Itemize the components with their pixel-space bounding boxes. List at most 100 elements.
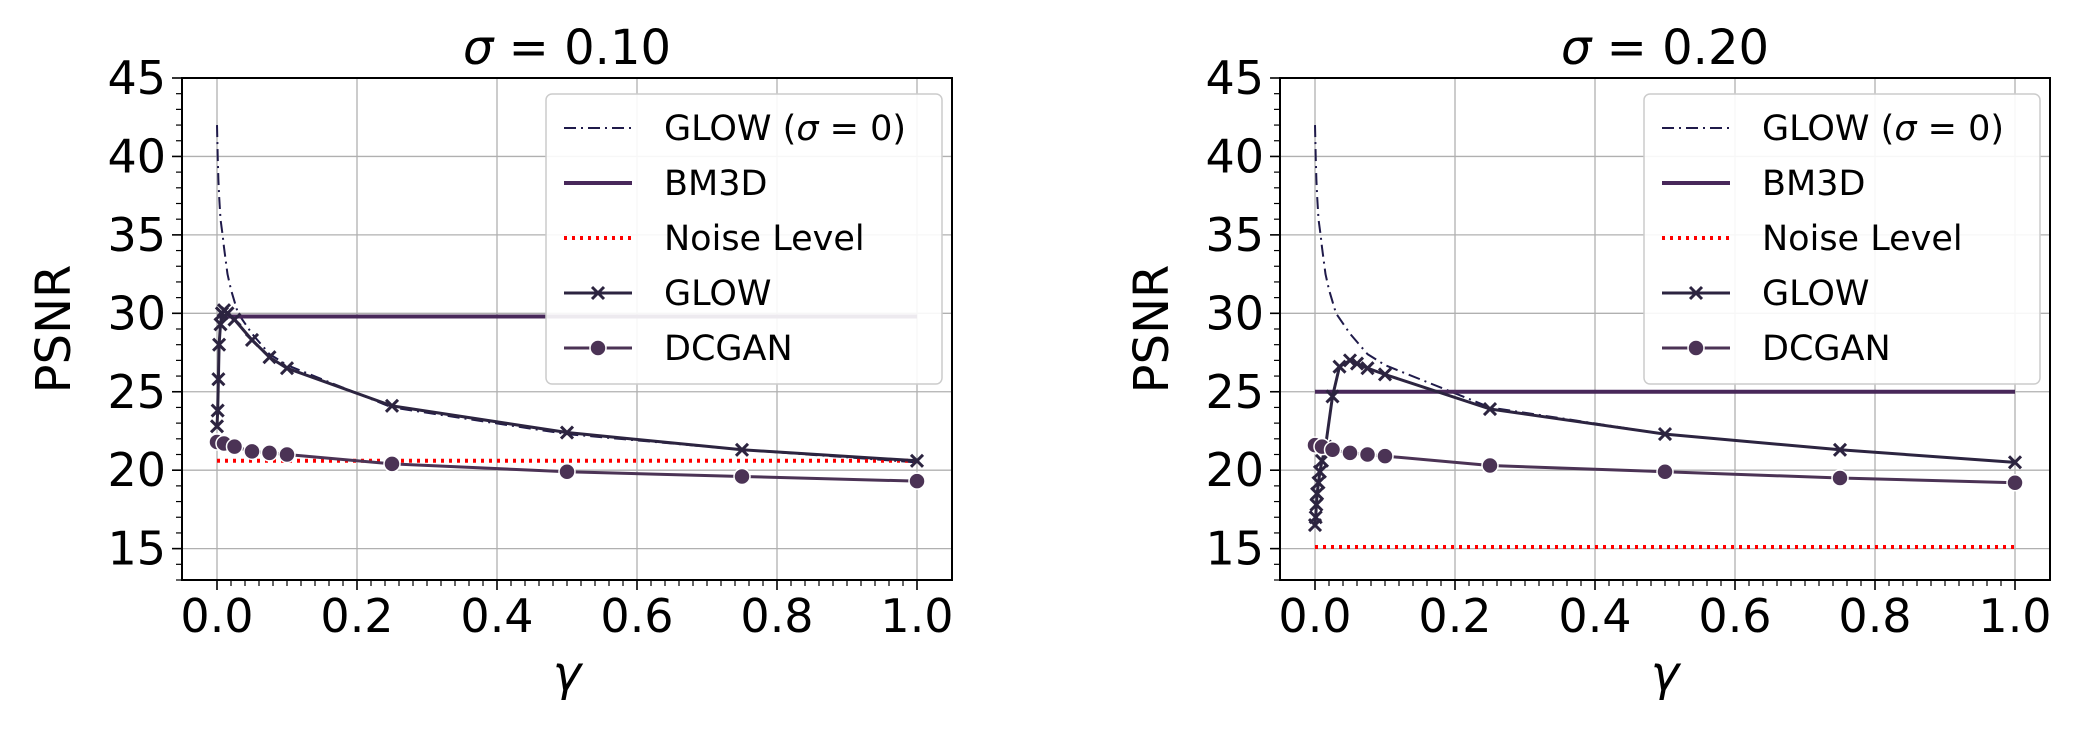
legend-label-end: = 0) (819, 109, 907, 149)
legend-label-main: GLOW ( (664, 109, 796, 149)
y-tick-label: 30 (1205, 286, 1264, 340)
legend-label-symbol: σ (1894, 109, 1918, 149)
data-point-4-8 (1831, 469, 1849, 487)
data-point-3-12 (384, 398, 400, 413)
data-point-3-3 (1310, 486, 1325, 501)
x-tick-label: 0.6 (1698, 589, 1771, 643)
legend-label-main: GLOW ( (1762, 109, 1894, 149)
data-point-3-2 (211, 372, 226, 387)
y-axis-label: PSNR (1124, 265, 1180, 394)
y-tick-label: 35 (107, 208, 166, 262)
data-point-3-14 (734, 442, 750, 457)
data-point-3-9 (244, 332, 260, 348)
data-point-3-3 (212, 337, 227, 352)
x-tick-label: 1.0 (1978, 589, 2051, 643)
data-point-4-4 (260, 444, 279, 462)
legend-box (1643, 93, 2041, 385)
data-point-3-2 (1309, 497, 1324, 512)
series-group (208, 125, 926, 490)
title-value: = 0.20 (1591, 20, 1769, 76)
legend-label-3: GLOW (664, 274, 772, 314)
chart-panel-left: 0.0 0.2 0.4 0.6 0.8 1.0 15 20 25 30 35 40 45 σ = 0.10… (26, 20, 954, 702)
data-point-3-0 (209, 419, 225, 434)
data-point-3-12 (1360, 361, 1375, 376)
legend-label-3: GLOW (1762, 274, 1870, 314)
data-point-3-17 (2007, 455, 2023, 470)
data-point-3-4 (1311, 475, 1326, 490)
y-tick-label: 40 (107, 129, 166, 183)
y-tick-label: 45 (1205, 51, 1264, 105)
x-tick-label: 0.8 (1838, 589, 1911, 643)
x-tick-label: 0.4 (460, 589, 533, 643)
data-point-3-16 (1832, 442, 1848, 457)
data-point-3-11 (1349, 356, 1365, 371)
data-point-3-13 (559, 425, 575, 440)
legend-label-symbol: σ (796, 109, 820, 149)
data-point-3-1 (1308, 510, 1323, 525)
chart-panel-right: 0.0 0.2 0.4 0.6 0.8 1.0 15 20 25 30 35 40 45 σ = 0.20… (1124, 20, 2052, 702)
legend: GLOW (σ = 0) BM3D Noise Level GLOW DCGAN (545, 93, 943, 385)
legend-marker-4 (589, 339, 607, 357)
y-tick-label: 45 (107, 51, 166, 105)
legend-label-0: GLOW (σ = 0) (1762, 109, 2004, 149)
y-tick-label: 20 (1205, 443, 1264, 497)
x-tick-label: 1.0 (880, 589, 953, 643)
data-point-3-11 (279, 361, 295, 376)
data-point-3-4 (213, 317, 228, 332)
x-tick-label: 0.2 (320, 589, 393, 643)
y-tick-label: 35 (1205, 208, 1264, 262)
data-point-3-8 (1325, 389, 1340, 404)
y-tick-label: 20 (107, 443, 166, 497)
legend-label-2: Noise Level (1762, 219, 1963, 259)
x-tick-label: 0.4 (1558, 589, 1631, 643)
legend-label-end: = 0) (1917, 109, 2005, 149)
data-point-3-9 (1332, 359, 1347, 374)
x-tick-label: 0.6 (600, 589, 673, 643)
series-line-0 (216, 125, 918, 464)
y-tick-label: 40 (1205, 129, 1264, 183)
data-point-3-15 (909, 453, 925, 468)
data-point-4-3 (1341, 444, 1359, 462)
data-point-3-13 (1377, 367, 1393, 382)
legend: GLOW (σ = 0) BM3D Noise Level GLOW DCGAN (1643, 93, 2041, 385)
data-point-3-15 (1657, 427, 1673, 442)
x-tick-label: 0.0 (1278, 589, 1351, 643)
title-value: = 0.10 (493, 20, 671, 76)
data-point-3-10 (1342, 353, 1358, 368)
title-symbol: σ (1561, 20, 1593, 76)
data-point-4-4 (1358, 445, 1377, 464)
data-point-4-2 (1323, 441, 1342, 459)
y-axis-label: PSNR (26, 265, 82, 394)
x-tick-label: 0.8 (740, 589, 813, 643)
chart-title: σ = 0.20 (1561, 20, 1769, 76)
data-point-4-6 (1481, 456, 1499, 475)
axes-frame (1279, 77, 2051, 581)
y-tick-label: 15 (1205, 522, 1264, 576)
x-axis-label: γ (1651, 646, 1682, 702)
chart-title: σ = 0.10 (463, 20, 671, 76)
legend-label-1: BM3D (1762, 164, 1865, 204)
x-tick-label: 0.2 (1418, 589, 1491, 643)
x-axis-label: γ (553, 646, 584, 702)
data-point-4-7 (558, 463, 576, 481)
legend-label-4: DCGAN (1762, 329, 1891, 369)
axes-frame (181, 77, 953, 581)
data-point-3-14 (1482, 401, 1498, 417)
legend-label-0: GLOW (σ = 0) (664, 109, 906, 149)
legend-marker-3 (590, 285, 606, 301)
data-point-4-2 (225, 437, 244, 456)
data-point-4-8 (733, 467, 751, 486)
data-point-3-5 (1312, 464, 1327, 479)
y-tick-label: 25 (1205, 365, 1264, 419)
data-point-3-10 (262, 350, 277, 365)
data-point-4-5 (278, 445, 296, 464)
legend-marker-3 (1688, 285, 1704, 301)
data-point-4-5 (1376, 447, 1394, 465)
legend-label-4: DCGAN (664, 329, 793, 369)
data-point-4-7 (1656, 463, 1674, 481)
data-point-3-1 (210, 403, 225, 418)
legend-box (545, 93, 943, 385)
data-point-3-6 (1314, 453, 1330, 468)
series-line-3 (1313, 358, 2016, 526)
data-point-4-3 (243, 442, 261, 461)
